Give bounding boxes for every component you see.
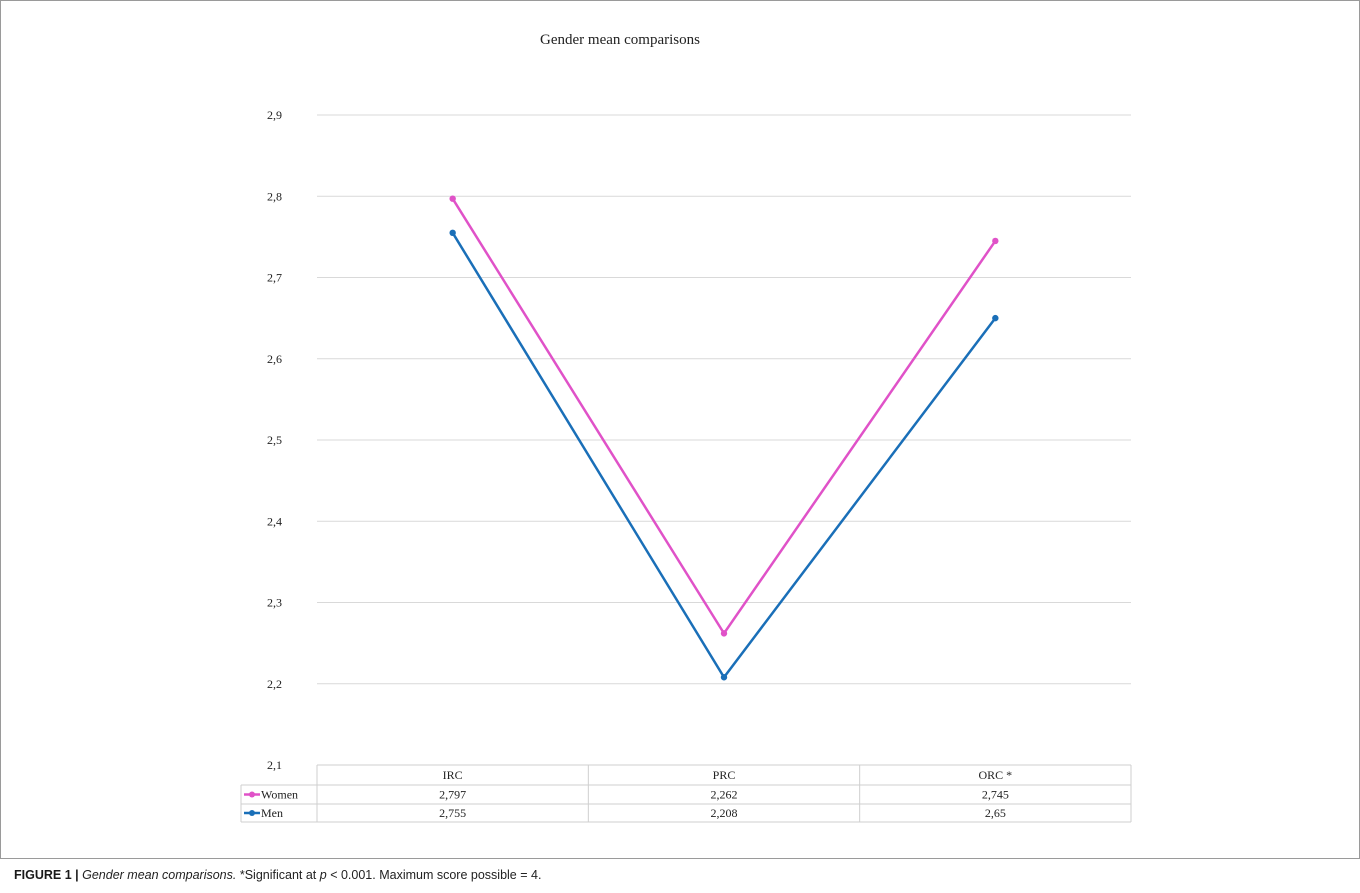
- legend-name: Men: [261, 806, 283, 820]
- data-point: [992, 314, 999, 322]
- legend-name: Women: [261, 788, 298, 802]
- y-tick-label: 2,7: [267, 271, 282, 285]
- data-label: 2,262: [711, 788, 738, 802]
- data-point: [720, 674, 728, 681]
- caption-p: p: [319, 868, 327, 882]
- gridlines: [317, 114, 1131, 685]
- category-label: IRC: [443, 768, 463, 782]
- legend-marker: [249, 791, 255, 798]
- data-point: [449, 229, 456, 237]
- series-line-men: [451, 232, 997, 680]
- figure-caption: FIGURE 1 | Gender mean comparisons. *Sig…: [14, 868, 1344, 882]
- series-lines: [449, 195, 999, 681]
- data-label: 2,745: [982, 788, 1009, 802]
- caption-label: FIGURE 1 |: [14, 868, 79, 882]
- category-label: PRC: [713, 768, 736, 782]
- data-label: 2,797: [439, 788, 466, 802]
- y-tick-label: 2,8: [267, 189, 282, 203]
- data-table: IRC PRC ORC * Women 2,797 2,262 2,745 Men 2,755 2…: [240, 764, 1132, 823]
- y-tick-label: 2,3: [267, 596, 282, 610]
- y-tick-label: 2,6: [267, 352, 282, 366]
- chart-title: Gender mean comparisons: [540, 32, 700, 48]
- caption-note-after: < 0.001. Maximum score possible = 4.: [330, 868, 542, 882]
- figure-frame: Gender mean comparisons 2,1 2,2 2,3 2,4 2,5 2…: [0, 0, 1360, 859]
- caption-title: Gender mean comparisons.: [82, 868, 237, 882]
- y-tick-label: 2,9: [267, 108, 282, 122]
- data-point: [992, 237, 999, 245]
- y-tick-label: 2,5: [267, 433, 282, 447]
- y-tick-label: 2,1: [267, 758, 282, 772]
- category-label: ORC *: [978, 768, 1012, 782]
- data-point: [449, 195, 456, 202]
- data-label: 2,755: [439, 806, 466, 820]
- legend-marker: [249, 810, 255, 816]
- y-tick-label: 2,4: [267, 514, 282, 528]
- data-label: 2,208: [711, 806, 738, 820]
- y-axis-ticks: 2,1 2,2 2,3 2,4 2,5 2,6 2,7 2,8 2,9: [267, 108, 282, 772]
- data-label: 2,65: [985, 806, 1006, 820]
- caption-note-before: *Significant at: [239, 868, 317, 882]
- data-point: [720, 630, 728, 637]
- line-chart: Gender mean comparisons 2,12,22,32,42,52…: [240, 32, 1132, 823]
- y-tick-label: 2,2: [267, 677, 282, 691]
- series-line-women: [451, 198, 997, 636]
